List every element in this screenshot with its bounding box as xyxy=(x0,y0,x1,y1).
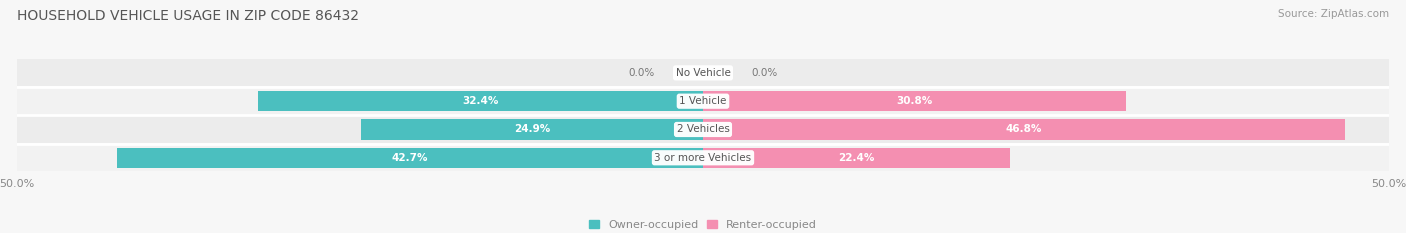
Text: Source: ZipAtlas.com: Source: ZipAtlas.com xyxy=(1278,9,1389,19)
Text: HOUSEHOLD VEHICLE USAGE IN ZIP CODE 86432: HOUSEHOLD VEHICLE USAGE IN ZIP CODE 8643… xyxy=(17,9,359,23)
Bar xyxy=(361,119,703,140)
Bar xyxy=(17,88,1389,115)
Legend: Owner-occupied, Renter-occupied: Owner-occupied, Renter-occupied xyxy=(585,216,821,233)
Bar xyxy=(17,144,1389,171)
Bar xyxy=(703,119,1346,140)
Text: 24.9%: 24.9% xyxy=(515,124,550,134)
Text: 32.4%: 32.4% xyxy=(463,96,499,106)
Text: 1 Vehicle: 1 Vehicle xyxy=(679,96,727,106)
Bar xyxy=(703,91,1126,111)
Bar xyxy=(17,59,1389,86)
Text: 30.8%: 30.8% xyxy=(896,96,932,106)
Bar xyxy=(703,147,1011,168)
Text: 0.0%: 0.0% xyxy=(751,68,778,78)
Text: 42.7%: 42.7% xyxy=(392,153,429,163)
Text: 0.0%: 0.0% xyxy=(628,68,655,78)
Bar xyxy=(117,147,703,168)
Text: No Vehicle: No Vehicle xyxy=(675,68,731,78)
Text: 46.8%: 46.8% xyxy=(1005,124,1042,134)
Text: 3 or more Vehicles: 3 or more Vehicles xyxy=(654,153,752,163)
Bar xyxy=(17,116,1389,143)
Bar xyxy=(259,91,703,111)
Text: 2 Vehicles: 2 Vehicles xyxy=(676,124,730,134)
Text: 22.4%: 22.4% xyxy=(838,153,875,163)
